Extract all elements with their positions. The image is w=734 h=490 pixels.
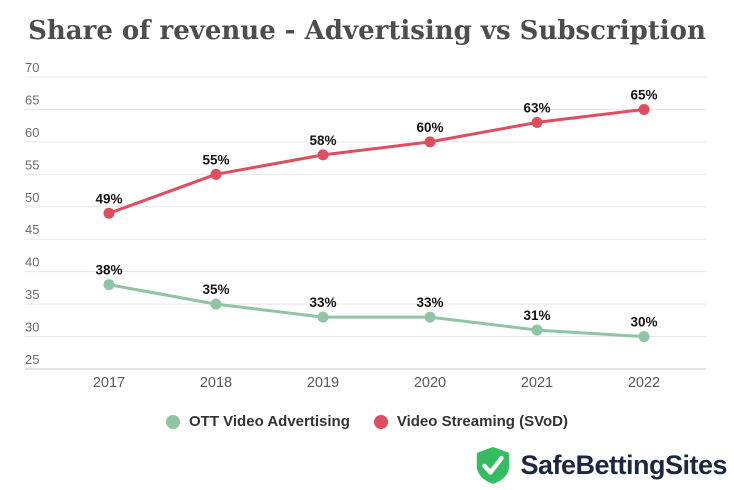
data-point-label: 49% — [95, 191, 122, 206]
data-point — [210, 168, 222, 180]
data-point-label: 63% — [523, 100, 550, 115]
x-tick-label: 2022 — [628, 375, 660, 391]
x-tick-label: 2018 — [200, 375, 232, 391]
data-point-label: 31% — [523, 308, 550, 323]
data-point — [103, 279, 115, 291]
y-tick-label: 55 — [25, 157, 39, 172]
data-point-label: 35% — [202, 282, 229, 297]
series-line — [107, 283, 646, 339]
data-point-label: 60% — [416, 120, 443, 135]
y-tick-label: 65 — [25, 92, 39, 107]
y-tick-label: 70 — [25, 60, 39, 75]
data-point — [638, 331, 650, 343]
data-point-label: 33% — [309, 295, 336, 310]
legend-label: OTT Video Advertising — [189, 413, 350, 430]
data-point — [638, 103, 650, 115]
data-point — [531, 116, 543, 128]
data-point-label: 30% — [630, 315, 657, 330]
legend-marker — [166, 414, 180, 429]
data-point-label: 65% — [630, 87, 657, 102]
x-tick-label: 2021 — [521, 375, 553, 391]
data-point-label: 58% — [309, 133, 336, 148]
shield-check-icon — [477, 447, 510, 484]
legend-item: OTT Video Advertising — [166, 413, 350, 430]
x-tick-label: 2019 — [307, 375, 339, 391]
data-point — [103, 207, 115, 219]
data-point — [531, 324, 543, 336]
series-line — [107, 107, 646, 215]
legend-marker — [373, 414, 388, 429]
y-tick-label: 40 — [25, 255, 39, 270]
x-tick-label: 2020 — [414, 375, 446, 391]
brand-logo: SafeBettingSites — [476, 446, 727, 485]
legend-item: Video Streaming (SVoD) — [373, 413, 568, 430]
data-point — [424, 311, 436, 323]
legend: OTT Video Advertising Video Streaming (SV… — [0, 413, 734, 430]
data-point-label: 38% — [95, 263, 122, 278]
data-point — [424, 136, 436, 148]
x-tick-label: 2017 — [93, 375, 125, 391]
data-point — [317, 149, 329, 161]
y-tick-label: 35 — [25, 287, 39, 302]
y-tick-label: 45 — [25, 222, 39, 237]
y-tick-label: 25 — [25, 352, 39, 367]
legend-label: Video Streaming (SVoD) — [396, 413, 568, 430]
brand-name: SafeBettingSites — [520, 450, 727, 480]
y-tick-label: 50 — [25, 190, 39, 205]
data-point-label: 55% — [202, 152, 229, 167]
chart-title: Share of revenue - Advertising vs Subscr… — [28, 16, 706, 46]
data-point — [210, 298, 222, 310]
line-chart: 70 65 60 55 50 45 40 35 30 25 2017 2018 2019 2020 2021… — [25, 60, 706, 391]
y-tick-label: 60 — [25, 125, 39, 140]
data-point — [317, 311, 329, 323]
data-point-label: 33% — [416, 295, 443, 310]
y-tick-label: 30 — [25, 320, 39, 335]
